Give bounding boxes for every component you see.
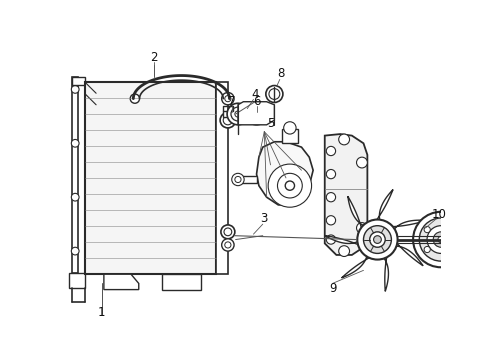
Circle shape xyxy=(221,225,235,239)
Circle shape xyxy=(413,212,469,267)
Circle shape xyxy=(285,181,294,190)
Circle shape xyxy=(357,222,368,233)
Circle shape xyxy=(326,193,336,202)
Circle shape xyxy=(224,228,232,236)
Circle shape xyxy=(339,134,349,145)
Circle shape xyxy=(253,111,260,117)
Circle shape xyxy=(424,247,430,253)
Circle shape xyxy=(339,246,349,256)
Polygon shape xyxy=(374,189,393,223)
Polygon shape xyxy=(393,240,423,266)
Circle shape xyxy=(245,103,268,125)
Circle shape xyxy=(326,147,336,156)
Polygon shape xyxy=(72,77,78,273)
Polygon shape xyxy=(389,220,426,231)
Text: 10: 10 xyxy=(432,208,447,221)
Circle shape xyxy=(357,157,368,168)
Circle shape xyxy=(277,173,302,198)
Circle shape xyxy=(220,112,236,128)
Circle shape xyxy=(373,236,381,243)
Circle shape xyxy=(443,253,449,259)
Text: 5: 5 xyxy=(267,117,274,130)
Text: 6: 6 xyxy=(253,95,260,108)
Circle shape xyxy=(357,220,397,260)
Circle shape xyxy=(72,247,79,255)
Polygon shape xyxy=(84,82,216,274)
Circle shape xyxy=(227,103,249,125)
Circle shape xyxy=(225,95,231,102)
Circle shape xyxy=(130,94,140,103)
Text: 4: 4 xyxy=(251,87,259,100)
Polygon shape xyxy=(348,196,366,231)
Circle shape xyxy=(221,239,234,251)
Circle shape xyxy=(284,122,296,134)
Polygon shape xyxy=(104,274,139,289)
Circle shape xyxy=(72,86,79,93)
Circle shape xyxy=(326,216,336,225)
Polygon shape xyxy=(223,111,233,117)
Circle shape xyxy=(369,232,385,247)
Text: 2: 2 xyxy=(150,50,158,64)
Circle shape xyxy=(427,226,455,253)
Polygon shape xyxy=(325,134,368,255)
Circle shape xyxy=(249,107,264,121)
Circle shape xyxy=(364,226,392,253)
Circle shape xyxy=(225,242,231,248)
Circle shape xyxy=(326,235,336,244)
Polygon shape xyxy=(162,274,201,289)
Polygon shape xyxy=(72,77,84,85)
Circle shape xyxy=(72,193,79,201)
Text: 8: 8 xyxy=(278,67,285,81)
Polygon shape xyxy=(382,253,389,291)
Circle shape xyxy=(433,232,449,247)
Circle shape xyxy=(419,218,463,261)
Circle shape xyxy=(232,173,244,186)
Circle shape xyxy=(268,164,312,207)
Polygon shape xyxy=(238,102,274,125)
Circle shape xyxy=(72,139,79,147)
Polygon shape xyxy=(257,142,313,205)
Circle shape xyxy=(231,107,245,121)
Text: 7: 7 xyxy=(228,95,236,108)
Text: 1: 1 xyxy=(98,306,105,319)
Circle shape xyxy=(266,86,283,103)
Text: 3: 3 xyxy=(261,212,268,225)
Circle shape xyxy=(438,237,444,243)
Circle shape xyxy=(269,89,280,99)
Polygon shape xyxy=(216,82,228,274)
Polygon shape xyxy=(342,253,373,278)
Circle shape xyxy=(443,220,449,226)
Circle shape xyxy=(424,226,430,233)
Text: 9: 9 xyxy=(329,282,336,294)
Circle shape xyxy=(455,237,461,243)
Polygon shape xyxy=(69,273,84,288)
Polygon shape xyxy=(325,235,362,246)
Circle shape xyxy=(235,111,241,117)
Polygon shape xyxy=(240,176,257,183)
Circle shape xyxy=(223,116,233,125)
Polygon shape xyxy=(282,130,297,143)
Circle shape xyxy=(221,93,234,105)
Circle shape xyxy=(235,176,241,183)
Circle shape xyxy=(326,170,336,179)
